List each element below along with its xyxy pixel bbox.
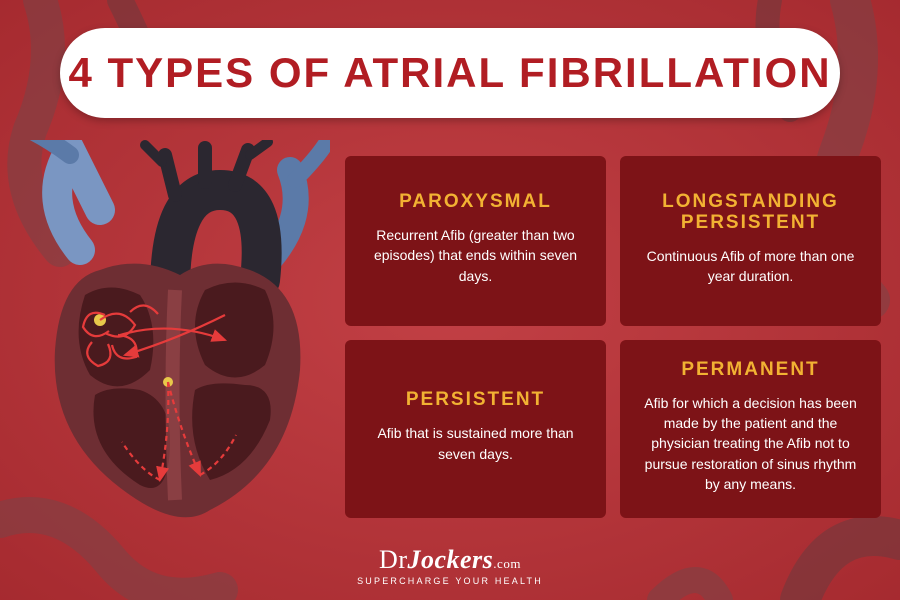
card-body: Afib for which a decision has been made … <box>642 393 859 494</box>
footer-logo: DrJockers.com SUPERCHARGE YOUR HEALTH <box>357 545 543 586</box>
card-persistent: PERSISTENT Afib that is sustained more t… <box>345 340 606 518</box>
title-pill: 4 TYPES OF ATRIAL FIBRILLATION <box>60 28 840 118</box>
brand-name: DrJockers.com <box>357 545 543 575</box>
card-body: Recurrent Afib (greater than two episode… <box>367 225 584 286</box>
infographic-canvas: 4 TYPES OF ATRIAL FIBRILLATION <box>0 0 900 600</box>
card-title: PAROXYSMAL <box>399 192 552 213</box>
heart-illustration <box>10 140 330 540</box>
card-title: LONGSTANDING PERSISTENT <box>642 192 859 234</box>
card-title: PERSISTENT <box>406 390 545 411</box>
brand-part-com: .com <box>493 556 521 571</box>
card-title: PERMANENT <box>681 360 819 381</box>
brand-part-dr: Dr <box>379 545 407 574</box>
brand-tagline: SUPERCHARGE YOUR HEALTH <box>357 576 543 586</box>
card-body: Afib that is sustained more than seven d… <box>367 423 584 464</box>
cards-grid: PAROXYSMAL Recurrent Afib (greater than … <box>345 156 881 518</box>
page-title: 4 TYPES OF ATRIAL FIBRILLATION <box>68 49 831 97</box>
card-paroxysmal: PAROXYSMAL Recurrent Afib (greater than … <box>345 156 606 326</box>
card-permanent: PERMANENT Afib for which a decision has … <box>620 340 881 518</box>
brand-part-jockers: Jockers <box>407 545 493 574</box>
card-longstanding-persistent: LONGSTANDING PERSISTENT Continuous Afib … <box>620 156 881 326</box>
card-body: Continuous Afib of more than one year du… <box>642 246 859 287</box>
